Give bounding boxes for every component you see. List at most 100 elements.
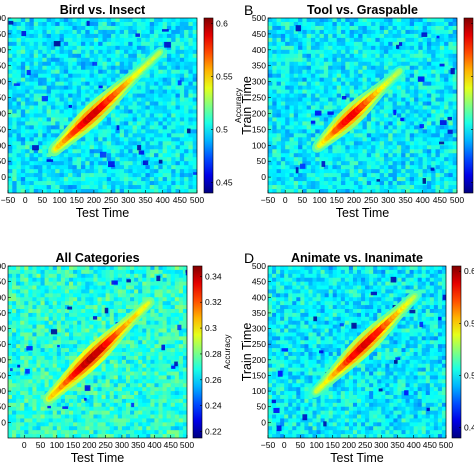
heatmap-cell (8, 25, 13, 31)
heatmap-cell (93, 153, 99, 158)
heatmap-cell (119, 153, 125, 158)
heatmap-cell (289, 129, 295, 134)
heatmap-cell (42, 165, 48, 170)
heatmap-cell (25, 101, 30, 106)
heatmap-cell (16, 109, 22, 114)
heatmap-cell (8, 101, 13, 106)
heatmap-cell (12, 45, 17, 51)
heatmap-cell (59, 18, 65, 23)
heatmap-cell (375, 117, 381, 122)
heatmap-cell (435, 41, 441, 47)
heatmap-cell (12, 269, 17, 275)
heatmap-cell (448, 57, 454, 63)
heatmap-cell (145, 89, 151, 94)
heatmap-cell (46, 109, 52, 114)
heatmap-cell (12, 125, 17, 130)
heatmap-cell (25, 65, 30, 71)
heatmap-cell (188, 33, 194, 39)
heatmap-cell (46, 181, 52, 186)
heatmap-cell (12, 410, 17, 415)
heatmap-cell (444, 169, 449, 174)
heatmap-cell (401, 105, 406, 110)
heatmap-cell (36, 324, 41, 329)
heatmap-cell (158, 169, 164, 174)
heatmap-cell (44, 301, 50, 306)
heatmap-cell (328, 25, 333, 31)
heatmap-cell (158, 33, 164, 39)
heatmap-cell (405, 169, 411, 174)
heatmap-cell (293, 137, 299, 142)
heatmap-cell (16, 312, 21, 318)
heatmap-cell (341, 177, 346, 182)
heatmap-cell (136, 189, 142, 193)
y-tick-label: 400 (0, 45, 6, 55)
heatmap-cell (319, 109, 325, 114)
heatmap-cell (154, 101, 159, 106)
heatmap-cell (179, 53, 185, 59)
heatmap-cell (315, 77, 320, 83)
heatmap-cell (341, 18, 346, 23)
heatmap-cell (319, 18, 325, 23)
heatmap-cell (93, 18, 99, 23)
heatmap-cell (328, 65, 333, 71)
heatmap-cell (132, 45, 138, 51)
heatmap-cell (171, 49, 176, 55)
heatmap-cell (132, 189, 138, 193)
heatmap-cell (268, 18, 273, 23)
heatmap-cell (431, 65, 436, 71)
heatmap-cell (20, 367, 25, 372)
heatmap-cell (149, 141, 155, 146)
low-accuracy-spot (68, 104, 72, 108)
heatmap-cell (179, 37, 185, 43)
heatmap-cell (280, 97, 286, 102)
heatmap-cell (341, 141, 346, 146)
heatmap-cell (32, 324, 37, 329)
heatmap-cell (285, 149, 290, 154)
heatmap-cell (72, 61, 78, 67)
heatmap-cell (366, 77, 372, 83)
heatmap-cell (414, 85, 419, 90)
heatmap-cell (141, 101, 146, 106)
heatmap-cell (366, 81, 372, 87)
heatmap-cell (310, 18, 316, 23)
heatmap-cell (145, 117, 151, 122)
heatmap-cell (379, 25, 385, 31)
heatmap-cell (166, 157, 172, 162)
heatmap-cell (302, 57, 308, 63)
heatmap-cell (175, 149, 181, 154)
heatmap-cell (8, 418, 13, 423)
x-tick-label: 350 (138, 195, 152, 205)
heatmap-cell (59, 41, 65, 47)
heatmap-cell (55, 61, 60, 67)
heatmap-cell (85, 33, 91, 39)
heatmap-cell (40, 414, 46, 419)
heatmap-cell (123, 181, 129, 186)
heatmap-cell (405, 189, 411, 193)
heatmap-cell (36, 375, 41, 380)
heatmap-cell (179, 61, 185, 67)
heatmap-cell (323, 165, 329, 170)
heatmap-cell (332, 113, 338, 118)
heatmap-cell (166, 161, 172, 166)
heatmap-cell (36, 359, 41, 365)
heatmap-cell (32, 379, 37, 384)
heatmap-cell (323, 153, 329, 158)
heatmap-cell (106, 157, 112, 162)
heatmap-cell (40, 332, 46, 337)
heatmap-cell (280, 89, 286, 94)
heatmap-cell (328, 77, 333, 83)
heatmap-cell (192, 65, 197, 71)
heatmap-cell (280, 145, 286, 150)
heatmap-cell (85, 18, 91, 23)
heatmap-cell (12, 181, 17, 186)
heatmap-cell (302, 185, 308, 190)
heatmap-cell (362, 77, 368, 83)
heatmap-cell (106, 77, 112, 83)
heatmap-cell (444, 145, 449, 150)
heatmap-cell (98, 81, 103, 87)
heatmap-cell (44, 269, 50, 275)
heatmap-cell (422, 185, 428, 190)
heatmap-cell (12, 297, 17, 302)
low-accuracy-spot (396, 44, 400, 49)
heatmap-cell (439, 149, 445, 154)
